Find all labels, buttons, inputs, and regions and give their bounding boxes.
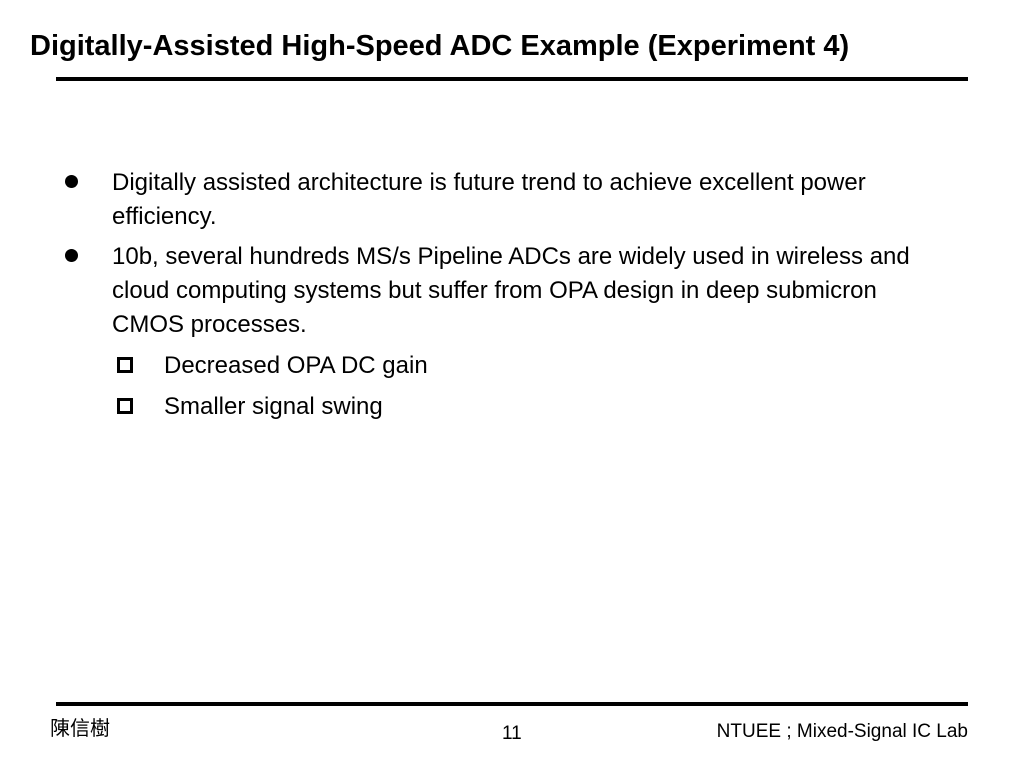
square-bullet-icon xyxy=(117,357,133,373)
footer-divider xyxy=(56,702,968,706)
footer-lab-name: NTUEE ; Mixed-Signal IC Lab xyxy=(716,721,968,742)
page-number: 11 xyxy=(502,723,522,744)
square-bullet-icon xyxy=(117,398,133,414)
sub-bullet-item: Decreased OPA DC gain xyxy=(117,349,944,383)
round-bullet-icon xyxy=(65,175,78,188)
title-underline xyxy=(56,77,968,81)
bullet-item: Digitally assisted architecture is futur… xyxy=(65,166,952,234)
sub-bullet-item: Smaller signal swing xyxy=(117,390,944,424)
bullet-text: 10b, several hundreds MS/s Pipeline ADCs… xyxy=(112,243,910,338)
footer-author: 陳信樹 xyxy=(50,718,110,740)
bullet-text: Digitally assisted architecture is futur… xyxy=(112,169,866,230)
bullet-item: 10b, several hundreds MS/s Pipeline ADCs… xyxy=(65,240,952,342)
round-bullet-icon xyxy=(65,249,78,262)
slide-title: Digitally-Assisted High-Speed ADC Exampl… xyxy=(30,30,850,62)
sub-bullet-text: Smaller signal swing xyxy=(164,393,383,420)
sub-bullet-text: Decreased OPA DC gain xyxy=(164,352,428,379)
